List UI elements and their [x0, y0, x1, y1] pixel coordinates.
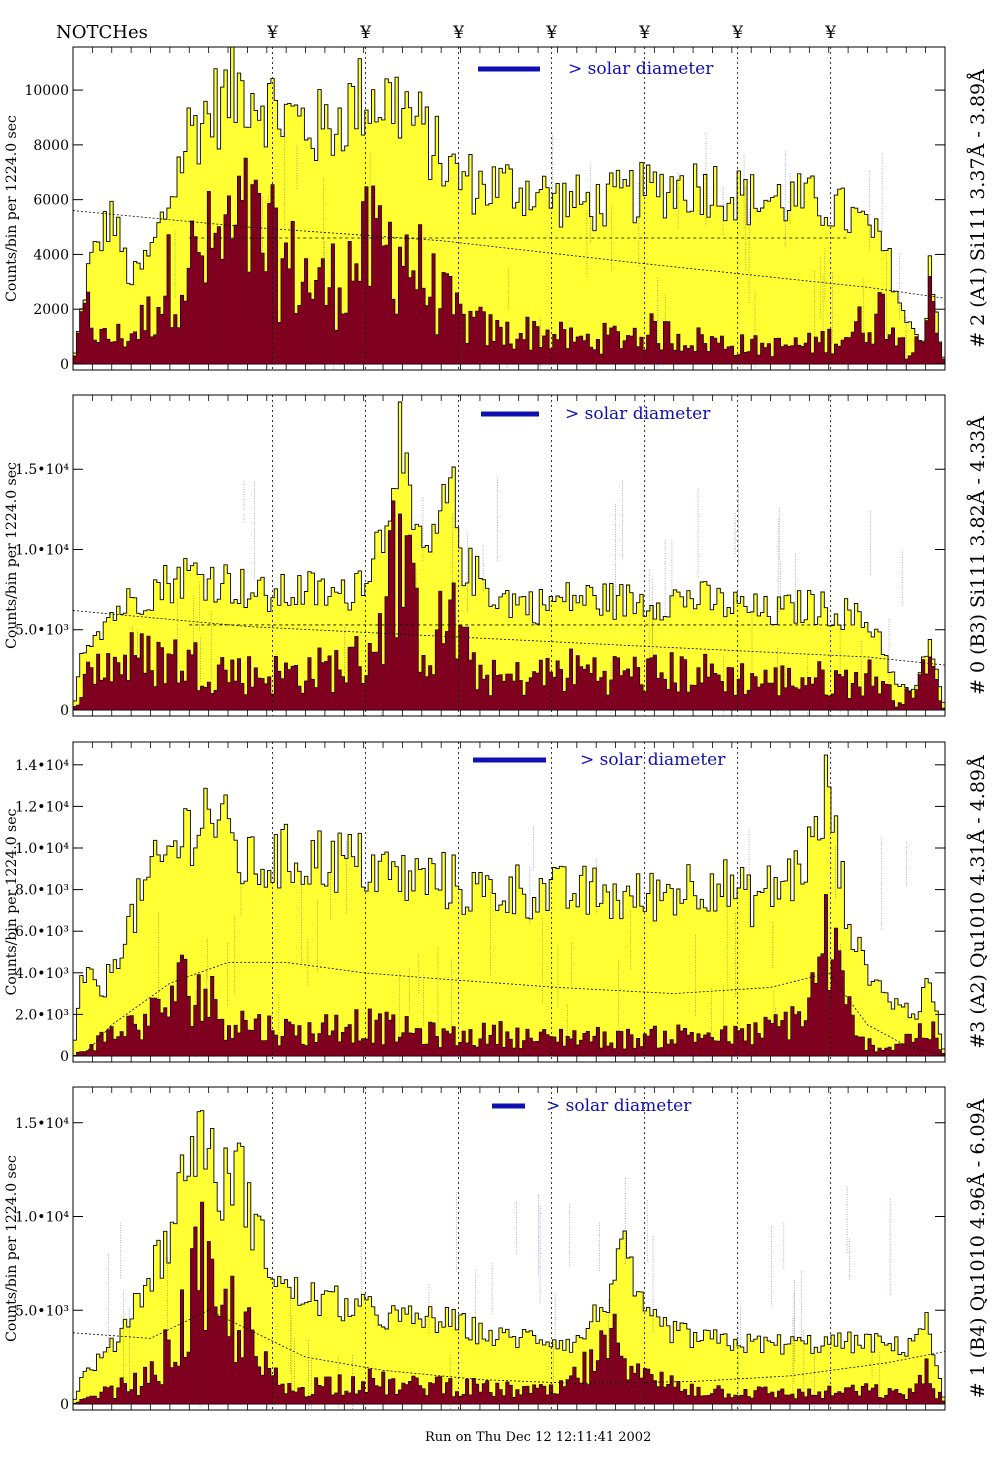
panel-frame: [72, 394, 946, 717]
total-counts-histogram: [73, 401, 945, 711]
y-tick-label: 5.0•10³: [15, 623, 69, 639]
y-tick-label: 2.0•10³: [15, 1007, 69, 1023]
subtracted-counts-histogram: [73, 894, 945, 1057]
y-tick-label: 8000: [33, 138, 69, 154]
footer-timestamp: Run on Thu Dec 12 12:11:41 2002: [425, 1430, 651, 1445]
y-tick-label: 0: [60, 1049, 69, 1065]
legend-text: > solar diameter: [565, 404, 711, 424]
y-tick-label: 1.2•10⁴: [15, 799, 69, 815]
smooth-model-curve: [73, 210, 945, 299]
y-tick-label: 10000: [24, 83, 69, 99]
panel-frame: [72, 1086, 946, 1411]
y-axis-label: Counts/bin per 1224.0 sec: [4, 808, 20, 995]
panel-label: # 1 (B4) Qu1010 4.96Å - 6.09Å: [967, 1098, 989, 1398]
y-tick-label: 0: [60, 357, 69, 373]
notch-header: NOTCHes ¥ ¥ ¥ ¥ ¥ ¥ ¥: [56, 22, 836, 43]
smooth-model-curve: [73, 1309, 945, 1384]
y-tick-label: 4000: [33, 247, 69, 263]
subtracted-counts-histogram: [73, 157, 945, 365]
subtracted-counts-histogram: [73, 1201, 945, 1405]
legend-text: > solar diameter: [568, 59, 714, 79]
notch-marker: ¥: [638, 23, 650, 43]
legend-text: > solar diameter: [546, 1096, 692, 1116]
y-tick-label: 1.0•10⁴: [15, 841, 69, 857]
panel-label: # 2 (A1) Si111 3.37Å - 3.89Å: [967, 69, 989, 348]
panel-3: 0 5.0•10³ 1.0•10⁴ 1.5•10⁴ Counts/bin per 122…: [4, 1086, 989, 1413]
notches-label: NOTCHes: [56, 22, 148, 43]
notch-marker: ¥: [452, 23, 464, 43]
notch-marker: ¥: [359, 23, 371, 43]
y-tick-label: 1.5•10⁴: [15, 1116, 69, 1132]
y-tick-label: 5.0•10³: [15, 1303, 69, 1319]
y-tick-label: 6000: [33, 193, 69, 209]
smooth-model-curve: [73, 610, 945, 666]
notch-marker: ¥: [545, 23, 557, 43]
y-tick-label: 0: [60, 703, 69, 719]
total-counts-histogram: [73, 1110, 945, 1405]
y-tick-label: 2000: [33, 302, 69, 318]
y-axis-label: Counts/bin per 1224.0 sec: [4, 1155, 20, 1342]
notch-marker: ¥: [266, 23, 278, 43]
smooth-model-curve: [82, 962, 945, 1057]
panel-frame: [72, 741, 946, 1063]
y-tick-label: 1.0•10⁴: [15, 542, 69, 558]
y-tick-label: 8.0•10³: [15, 883, 69, 899]
subtracted-counts-histogram: [73, 500, 945, 711]
notch-marker: ¥: [731, 23, 743, 43]
y-tick-label: 1.0•10⁴: [15, 1210, 69, 1226]
notch-marker: ¥: [824, 23, 836, 43]
panel-2: 0 2.0•10³ 4.0•10³ 6.0•10³ 8.0•10³ 1.0•10⁴ 1.2•…: [4, 741, 989, 1065]
y-tick-label: 1.5•10⁴: [15, 462, 69, 478]
y-tick-label: 6.0•10³: [15, 924, 69, 940]
y-tick-label: 1.4•10⁴: [15, 758, 69, 774]
y-axis-label: Counts/bin per 1224.0 sec: [4, 462, 20, 649]
panel-frame: [72, 46, 946, 371]
total-counts-histogram: [73, 754, 945, 1057]
y-tick-label: 4.0•10³: [15, 966, 69, 982]
y-axis-label: Counts/bin per 1224.0 sec: [4, 115, 20, 302]
legend-text: > solar diameter: [580, 750, 726, 770]
y-tick-label: 0: [60, 1397, 69, 1413]
panel-label: #3 (A2) Qu1010 4.31Å - 4.89Å: [967, 755, 989, 1049]
panel-label: # 0 (B3) Si111 3.82Å - 4.33Å: [967, 416, 989, 695]
